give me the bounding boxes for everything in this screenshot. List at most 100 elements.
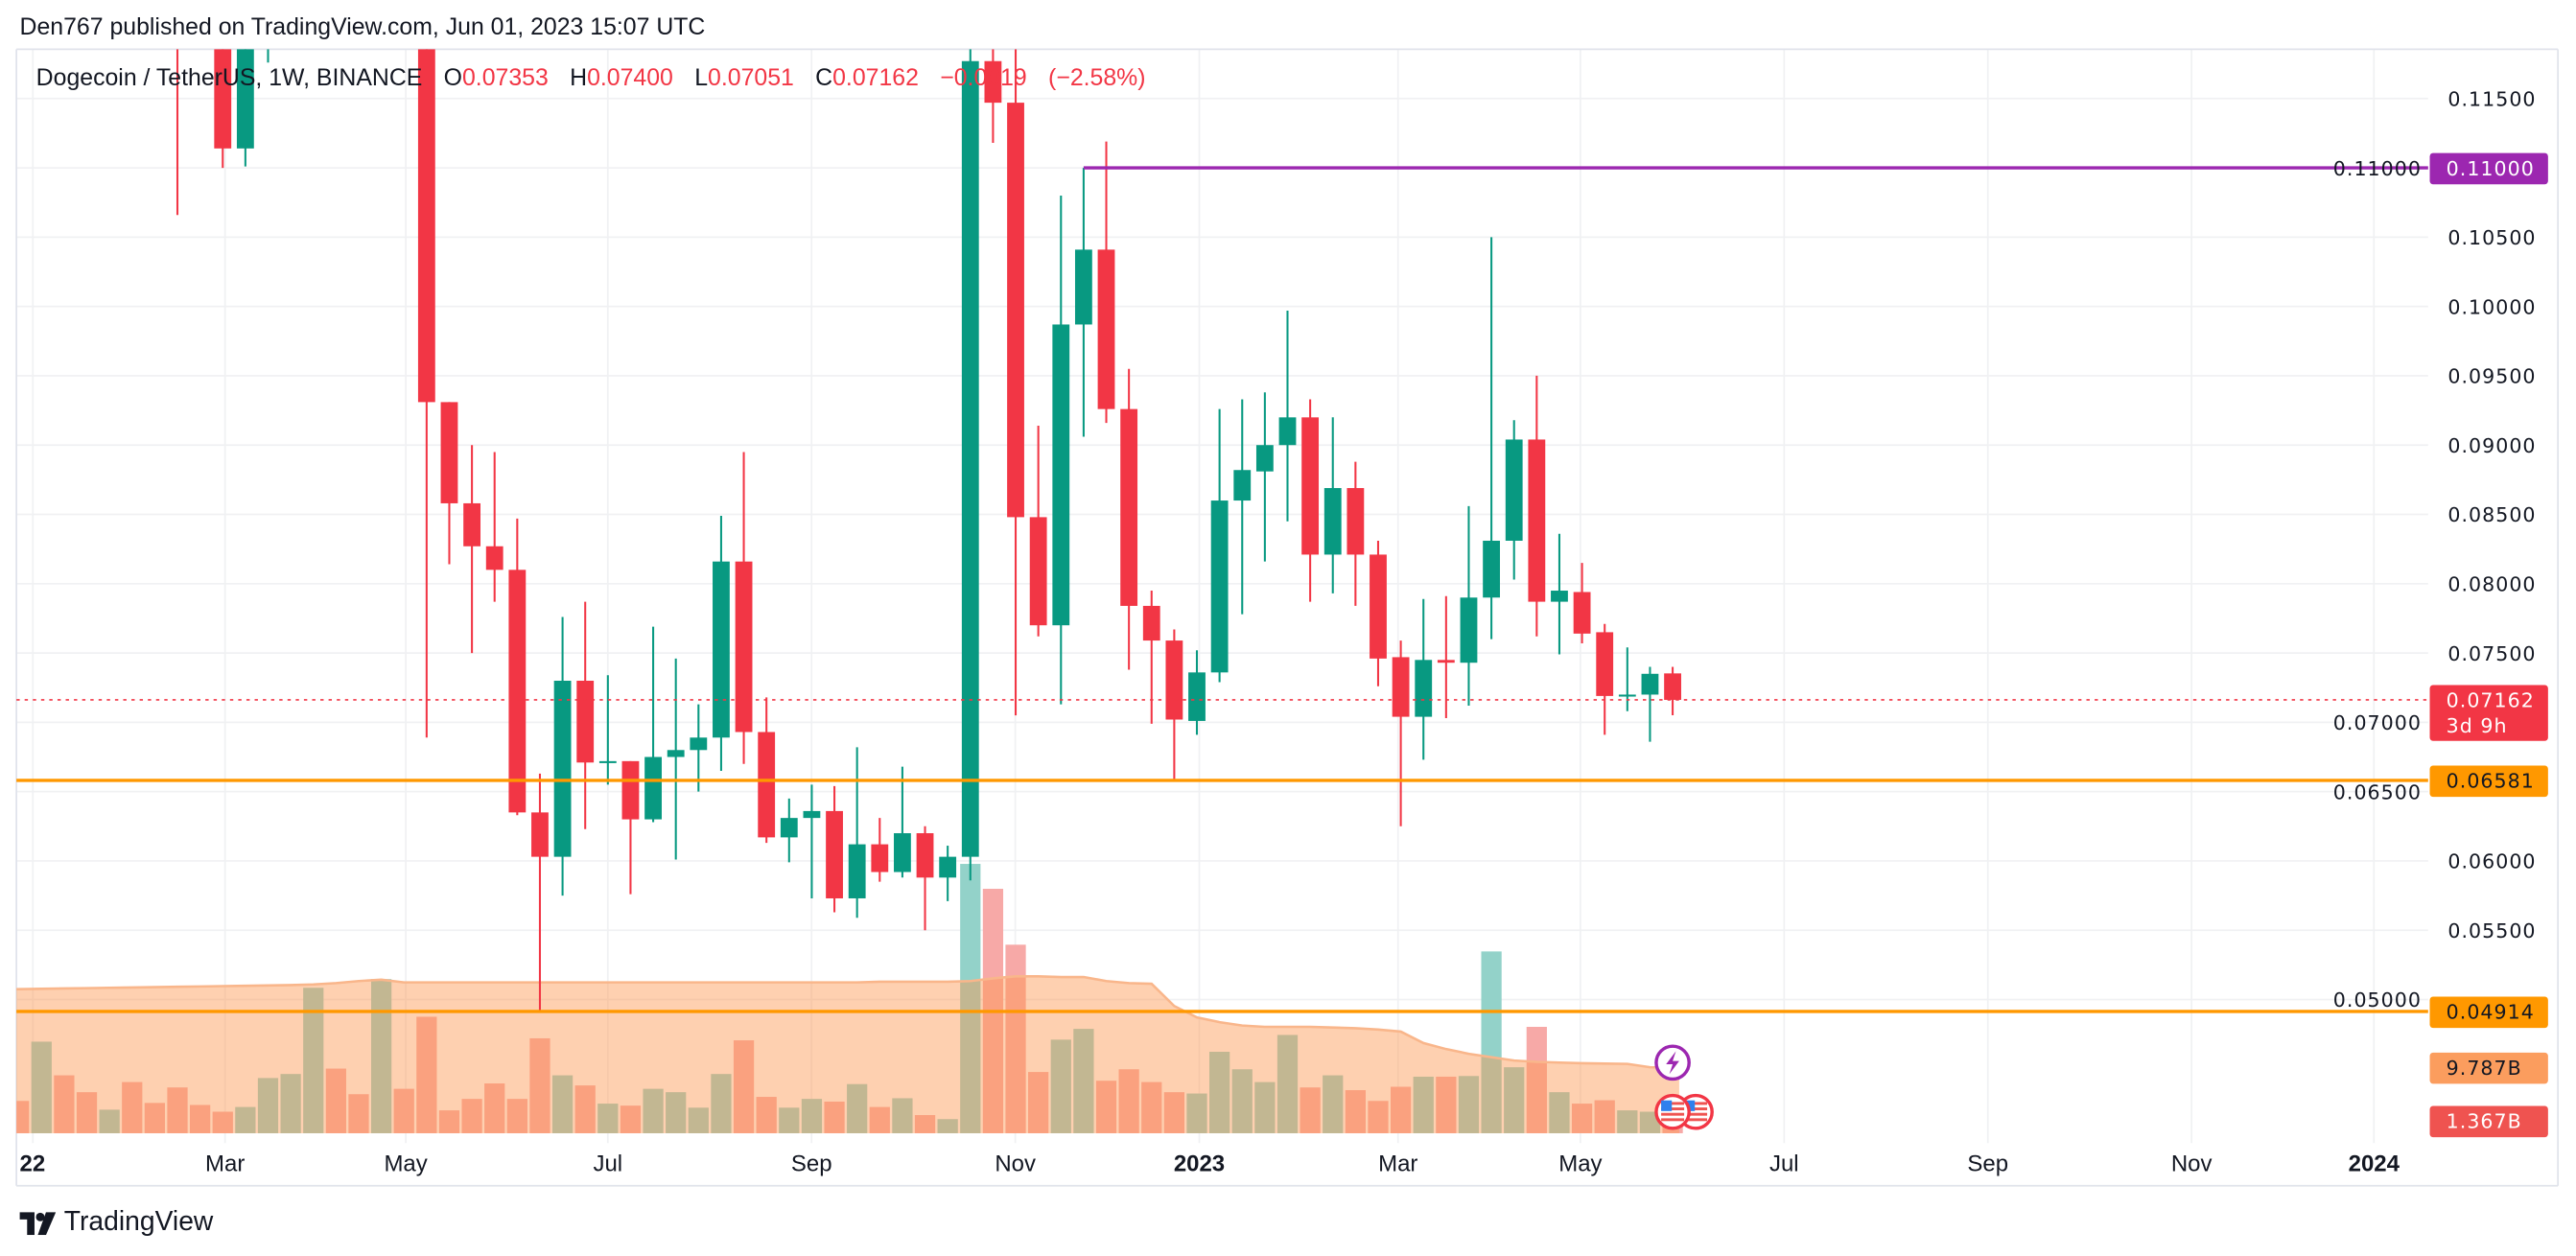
volume-bar	[869, 1106, 890, 1133]
volume-bar	[1549, 1092, 1570, 1133]
volume-bar	[1163, 1092, 1185, 1133]
candle-body	[440, 402, 458, 503]
volume-bar	[666, 1092, 687, 1133]
symbol-legend: Dogecoin / TetherUS, 1W, BINANCE O0.0735…	[36, 66, 1146, 92]
volume-bar	[733, 1040, 755, 1133]
candle-body	[1347, 488, 1365, 555]
volume-bar	[16, 1101, 30, 1133]
candlestick	[1505, 420, 1523, 580]
volume-bar	[303, 988, 324, 1133]
time-axis[interactable]: 22 Mar May Jul Sep Nov 2023 Mar May Jul Sep Nov 2024	[20, 1151, 2400, 1176]
volume-bar	[416, 1016, 437, 1133]
last-price-label-text: 0.07162	[2447, 689, 2535, 712]
candle-body	[1415, 660, 1433, 717]
volume-bar	[122, 1082, 143, 1133]
open-label: O	[443, 65, 462, 92]
support-price-label-background	[2429, 765, 2548, 798]
candlestick	[939, 846, 957, 901]
candle-body	[1437, 660, 1455, 663]
volume-bar	[1481, 951, 1502, 1133]
volume-bar	[144, 1103, 166, 1133]
symbol-name[interactable]: Dogecoin / TetherUS, 1W, BINANCE	[35, 65, 423, 92]
us-flag-icon[interactable]	[1654, 1093, 1691, 1130]
resistance-price-label-text: 0.11000	[2447, 157, 2535, 180]
horizontal-levels[interactable]	[16, 166, 2428, 1013]
candle-body	[916, 833, 934, 878]
tradingview-logo[interactable]: TradingView	[19, 1207, 213, 1239]
volume-last-label[interactable]: 1.367B	[2429, 1105, 2548, 1138]
candlestick	[780, 798, 798, 863]
volume-bar	[620, 1105, 642, 1133]
resistance-price-label[interactable]: 0.11000	[2429, 152, 2548, 185]
candle-body	[1255, 445, 1274, 472]
volume-bar	[1323, 1075, 1344, 1133]
candle-body	[1641, 673, 1659, 695]
high-value: 0.07400	[587, 65, 673, 92]
volume-bar	[54, 1075, 75, 1133]
candlestick	[417, 49, 435, 738]
candle-body	[1618, 694, 1636, 697]
candle-body	[1483, 540, 1501, 598]
candle-body	[1188, 672, 1206, 721]
price-tick-label: 0.08000	[2447, 573, 2536, 596]
support-low-price-label[interactable]: 0.04914	[2429, 996, 2548, 1029]
candle-body	[417, 49, 435, 403]
open-value: 0.07353	[461, 65, 549, 92]
candle-body	[984, 60, 1002, 104]
volume-bar	[99, 1109, 120, 1133]
time-tick-label: Mar	[205, 1151, 245, 1176]
volume-bar	[801, 1099, 823, 1133]
candle-body	[1460, 597, 1478, 663]
candlestick	[690, 704, 708, 792]
candle-body	[1323, 488, 1342, 555]
volume-ma-label[interactable]: 9.787B	[2429, 1052, 2548, 1084]
time-tick-label: Nov	[995, 1151, 1036, 1176]
volume-bar	[892, 1098, 913, 1133]
candlestick	[1460, 505, 1478, 707]
candlestick	[214, 49, 232, 169]
candle-body	[1392, 657, 1410, 717]
candle-body	[1528, 439, 1546, 602]
low-value: 0.07051	[708, 65, 794, 92]
flag-stripe	[1684, 1107, 1708, 1110]
candlestick	[508, 518, 527, 816]
candle-body	[871, 844, 889, 872]
candle-body	[1120, 408, 1138, 606]
volume-bar	[1571, 1104, 1593, 1133]
close-label: C	[815, 65, 833, 92]
tradingview-logo-icon	[19, 1211, 57, 1235]
volume-bar	[756, 1097, 777, 1133]
candlestick	[1052, 195, 1070, 705]
candle-body	[780, 818, 798, 838]
flag-stripe	[1661, 1112, 1685, 1116]
price-tick-label: 0.10000	[2447, 295, 2536, 318]
candle-body	[463, 502, 481, 547]
volume-bar	[1231, 1069, 1253, 1133]
volume-bar	[257, 1078, 279, 1133]
volume-bar	[506, 1099, 527, 1133]
candle-body	[1165, 640, 1183, 720]
candlestick	[713, 515, 730, 771]
volume-bar	[235, 1106, 256, 1133]
candlestick	[1029, 425, 1047, 637]
volume-bar	[1050, 1039, 1071, 1133]
candle-body	[1233, 470, 1252, 501]
event-markers[interactable]	[1654, 1044, 1714, 1130]
candlestick	[667, 658, 685, 860]
candlestick	[531, 773, 549, 1012]
candlestick	[1618, 647, 1636, 711]
price-axis[interactable]: 0.11500 0.11000 0.10500 0.10000 0.09500 0.090…	[2333, 87, 2548, 1138]
candlestick	[848, 747, 866, 919]
volume-bar	[824, 1101, 845, 1133]
volume-bar	[393, 1088, 414, 1133]
price-tick-label: 0.11500	[2447, 87, 2536, 110]
support-price-label[interactable]: 0.06581	[2429, 765, 2548, 798]
candlestick	[894, 766, 911, 878]
volume-bar	[1209, 1051, 1230, 1133]
candle-body	[826, 810, 843, 898]
candlestick	[1210, 408, 1229, 683]
candle-body	[1596, 632, 1614, 696]
volume-bar	[1095, 1081, 1117, 1133]
